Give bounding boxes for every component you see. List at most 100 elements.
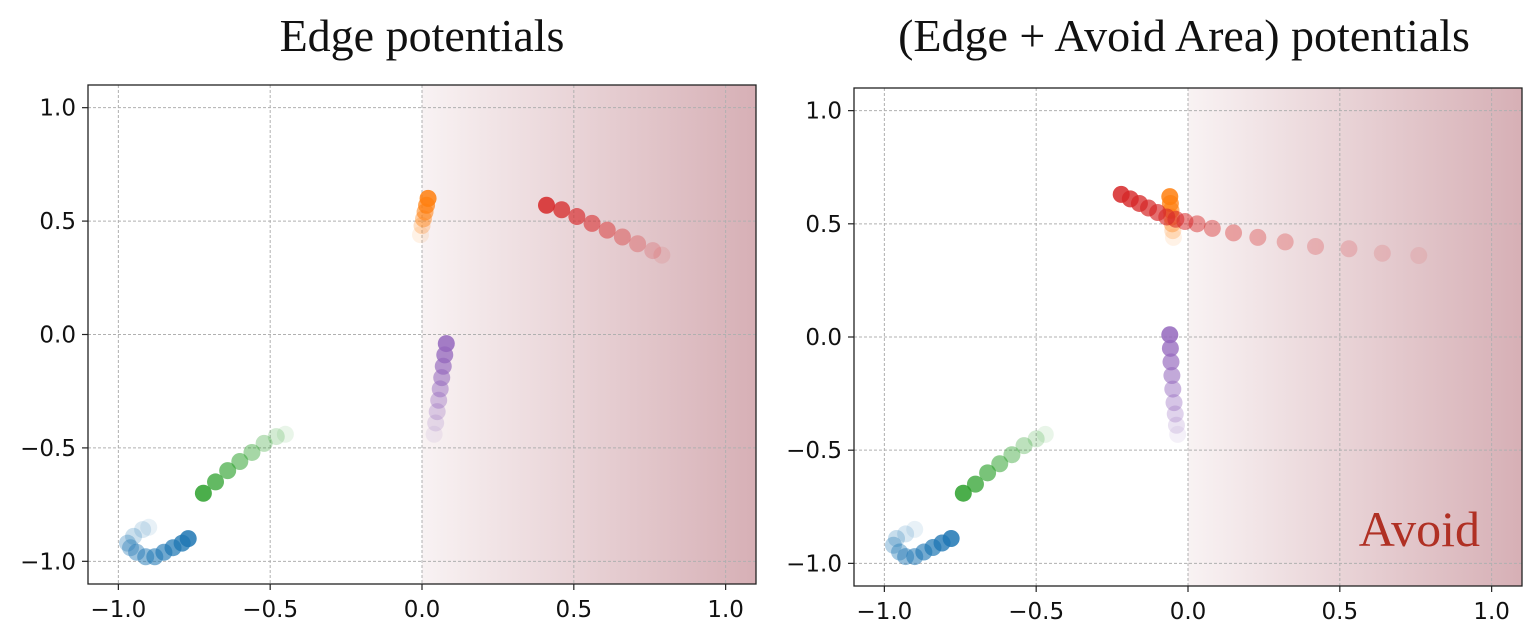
point-green <box>219 462 237 480</box>
point-red <box>537 196 555 214</box>
point-purple <box>1169 425 1187 443</box>
x-tick-label: 1.0 <box>1473 599 1510 625</box>
point-red <box>1307 237 1325 255</box>
point-green <box>243 443 261 461</box>
point-red <box>1112 185 1130 203</box>
point-green <box>966 475 984 493</box>
x-tick-label: −1.0 <box>90 597 146 623</box>
point-red <box>1249 228 1267 246</box>
point-red <box>568 208 586 226</box>
x-tick-label: 0.5 <box>1322 599 1359 625</box>
point-blue <box>140 518 158 536</box>
point-orange <box>1161 188 1179 206</box>
series-green <box>194 425 294 502</box>
y-tick-label: 1.0 <box>39 96 76 122</box>
chart-edge-avoid: −1.0 −0.5 0.0 0.5 1.0 1.0 0.5 0.0 −0.5 −1.0 Avoid <box>786 87 1523 625</box>
point-red <box>644 242 662 260</box>
point-green <box>979 464 997 482</box>
chart-edge: −1.0 −0.5 0.0 0.5 1.0 1.0 0.5 0.0 −0.5 −1.0 <box>20 84 757 623</box>
point-red <box>1410 247 1428 265</box>
series-purple <box>425 335 455 443</box>
point-purple <box>1166 405 1184 423</box>
plot-frame <box>853 87 1523 587</box>
point-green <box>255 434 273 452</box>
avoid-label: Avoid <box>1359 501 1480 557</box>
x-tick-label: −0.5 <box>242 597 298 623</box>
y-tick-label: −1.0 <box>786 551 842 577</box>
point-purple <box>1164 380 1182 398</box>
point-red <box>553 201 571 219</box>
series-orange <box>411 189 437 244</box>
series-blue <box>118 518 197 566</box>
point-red <box>1373 244 1391 262</box>
point-red <box>653 246 671 264</box>
point-green <box>267 428 285 446</box>
point-orange <box>411 226 429 244</box>
x-tick-label: 0.0 <box>1170 599 1207 625</box>
series-red <box>1112 185 1428 265</box>
y-tick-label: 0.0 <box>805 325 842 351</box>
y-tick-label: −0.5 <box>20 436 76 462</box>
point-purple <box>430 391 448 409</box>
point-red <box>1225 224 1243 242</box>
series-purple <box>1161 326 1187 443</box>
point-purple <box>428 403 446 421</box>
y-tick-label: −0.5 <box>786 438 842 464</box>
point-green <box>1003 446 1021 464</box>
point-purple <box>1161 326 1179 344</box>
x-tick-label: 1.0 <box>707 597 744 623</box>
point-red <box>598 221 616 239</box>
point-blue <box>125 527 143 545</box>
point-orange <box>413 217 431 235</box>
point-red <box>1276 233 1294 251</box>
point-red <box>1340 240 1358 258</box>
y-tick-label: 1.0 <box>805 99 842 125</box>
point-green <box>991 455 1009 473</box>
point-red <box>629 235 647 253</box>
point-blue <box>888 529 906 547</box>
point-green <box>194 484 212 502</box>
y-tick-label: −1.0 <box>20 549 76 575</box>
plot-frame <box>87 84 757 585</box>
point-blue <box>942 529 960 547</box>
point-red <box>583 214 601 232</box>
x-tick-label: 0.0 <box>404 597 441 623</box>
series-green <box>954 425 1054 502</box>
point-purple <box>437 335 455 353</box>
point-purple <box>1161 339 1179 357</box>
point-blue <box>134 521 152 539</box>
x-tick-label: −1.0 <box>856 599 912 625</box>
point-green <box>207 473 225 491</box>
point-blue <box>897 525 915 543</box>
point-green <box>276 425 294 443</box>
y-tick-label: 0.5 <box>805 212 842 238</box>
point-blue <box>179 530 197 548</box>
y-tick-label: 0.0 <box>39 323 76 349</box>
series-red <box>537 196 671 264</box>
point-purple <box>1162 353 1180 371</box>
point-blue <box>906 520 924 538</box>
point-green <box>1015 437 1033 455</box>
point-green <box>1027 430 1045 448</box>
chart-title-edge-avoid-potentials: (Edge + Avoid Area) potentials <box>898 10 1470 61</box>
point-red <box>613 228 631 246</box>
point-blue <box>118 534 136 552</box>
point-green <box>231 453 249 471</box>
point-blue <box>891 543 909 561</box>
point-purple <box>1163 366 1181 384</box>
point-purple <box>1165 394 1183 412</box>
point-orange <box>419 189 437 207</box>
point-purple <box>1167 416 1185 434</box>
point-purple <box>425 425 443 443</box>
point-orange <box>1164 228 1182 246</box>
point-green <box>954 484 972 502</box>
point-green <box>1036 425 1054 443</box>
point-red <box>1203 219 1221 237</box>
x-tick-label: −0.5 <box>1008 599 1064 625</box>
x-tick-label: 0.5 <box>556 597 593 623</box>
point-blue <box>122 539 140 557</box>
y-tick-label: 0.5 <box>39 209 76 235</box>
point-blue <box>884 536 902 554</box>
point-purple <box>427 414 445 432</box>
